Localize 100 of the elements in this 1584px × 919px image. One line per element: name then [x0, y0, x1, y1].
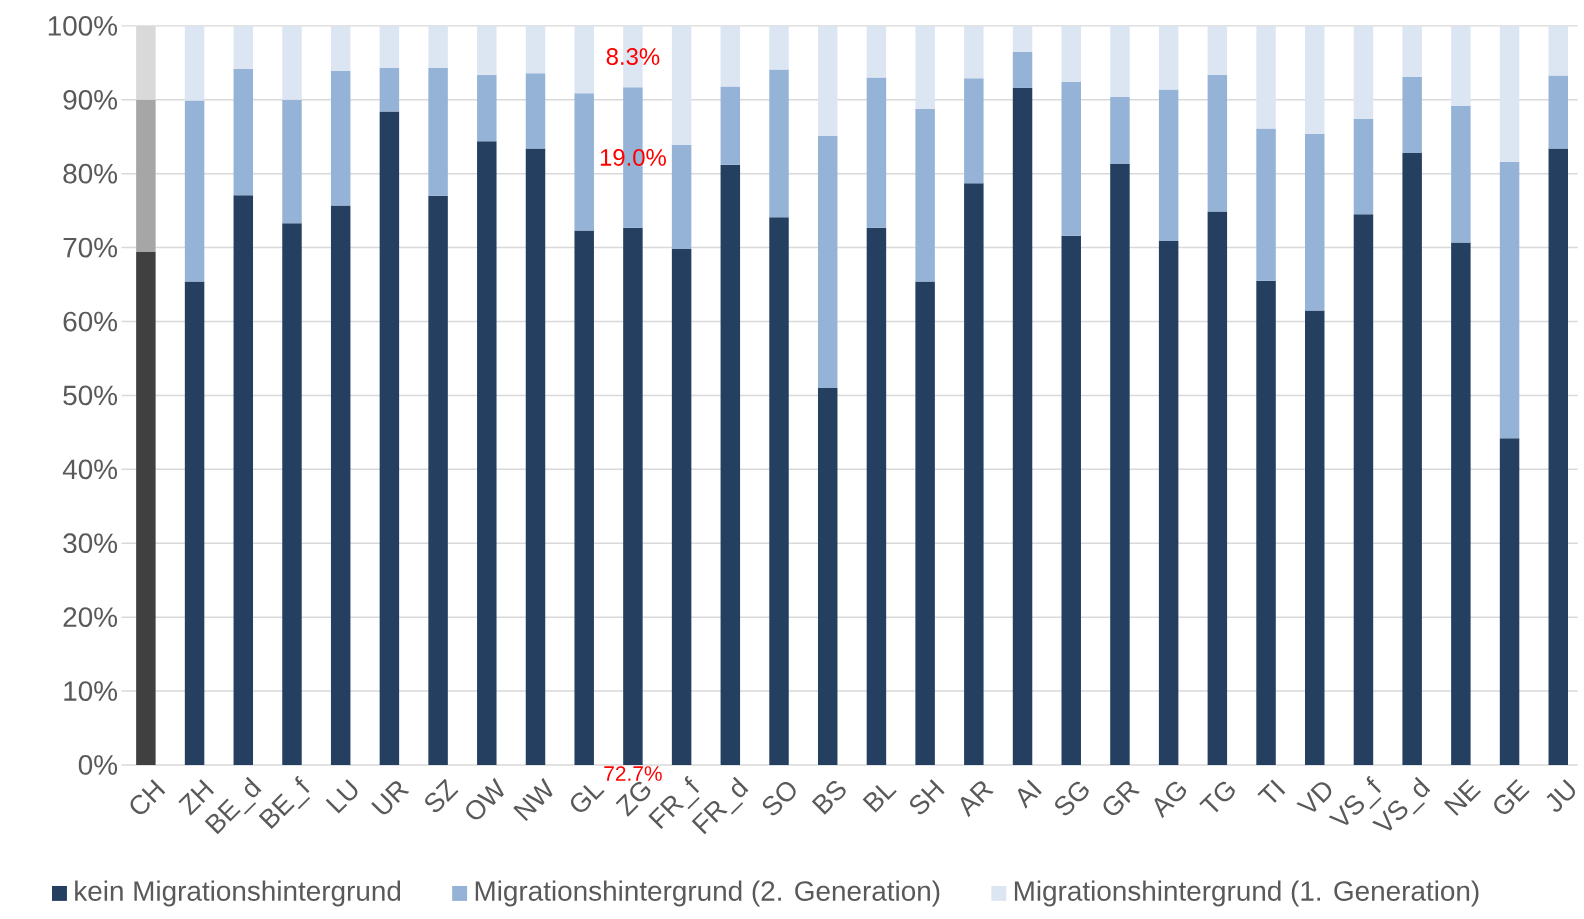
bar [1548, 148, 1569, 765]
x-tick-label: AR [960, 781, 994, 818]
x-tick-label: LU [325, 779, 358, 814]
bar [1256, 128, 1276, 281]
legend-label: Migrationshintergrund (2. Generation) [475, 880, 940, 907]
bar [866, 227, 887, 765]
bar [1110, 96, 1130, 164]
bar [964, 78, 984, 184]
bar [233, 194, 254, 765]
y-tick-label: 20% [63, 607, 118, 627]
x-tick-label: SG [1055, 781, 1089, 816]
bar [720, 164, 741, 765]
data-label: 8.3% [606, 47, 660, 65]
bar [330, 205, 351, 765]
bar [282, 25, 302, 100]
bar [1402, 76, 1422, 153]
y-tick-label: 90% [63, 89, 118, 110]
bar [1110, 25, 1130, 97]
bar [477, 25, 497, 75]
y-tick-label: 40% [62, 459, 118, 480]
y-tick-label: 50% [63, 385, 118, 406]
bar [574, 230, 594, 765]
bar [379, 67, 400, 112]
x-tick-label: AI [1017, 779, 1042, 809]
x-tick-label: SO [762, 781, 796, 816]
bar [525, 148, 546, 765]
bar [233, 68, 254, 195]
x-tick-label: BL [862, 784, 897, 813]
legend-label: Migrationshintergrund (1. Generation) [1014, 880, 1479, 907]
bar [1012, 25, 1033, 52]
bar [671, 25, 692, 145]
bar [1207, 211, 1228, 765]
bar [915, 281, 935, 765]
bar [1499, 25, 1520, 162]
bar [330, 25, 351, 71]
bar [1451, 25, 1471, 106]
bar [1061, 235, 1081, 765]
y-tick-label: 0% [78, 754, 118, 775]
bar [1158, 89, 1179, 241]
bar [428, 195, 448, 765]
bar [1061, 25, 1081, 82]
bar [769, 25, 789, 70]
y-tick-label: 30% [63, 533, 118, 553]
bar [477, 141, 497, 765]
bar [1402, 25, 1422, 77]
bar [964, 25, 984, 79]
bar [136, 99, 156, 252]
bar [184, 25, 205, 101]
bar [1256, 280, 1276, 765]
bar [1548, 25, 1569, 76]
bar [136, 251, 156, 765]
y-tick-label: 100% [48, 15, 118, 36]
bar [184, 100, 205, 282]
bar [769, 69, 789, 218]
bar [574, 25, 594, 93]
y-tick-label: 70% [63, 237, 118, 258]
bar [1353, 214, 1374, 765]
bar [282, 223, 302, 765]
bar [1256, 25, 1276, 129]
x-tick-label: TI [1257, 779, 1286, 803]
data-label: 19.0% [600, 148, 666, 166]
bar [1305, 310, 1325, 765]
bar [671, 144, 692, 249]
bar [1451, 242, 1471, 765]
bar [866, 25, 887, 78]
bar [1353, 118, 1374, 215]
bar [1451, 105, 1471, 243]
bar [1061, 81, 1081, 236]
x-tick-label: GE [1494, 778, 1530, 814]
x-tick-label: CH [130, 779, 166, 814]
bar [1548, 75, 1569, 149]
x-tick-label: NE [1443, 778, 1481, 816]
bar [428, 25, 448, 68]
bar [1158, 25, 1179, 90]
x-tick-label: UR [371, 781, 410, 815]
x-tick-label: GL [570, 784, 605, 812]
x-tick-label: TG [1199, 781, 1235, 813]
bar [1305, 25, 1325, 134]
bar [1305, 133, 1325, 311]
bar [817, 387, 838, 765]
bar [671, 248, 692, 765]
bar [1207, 25, 1228, 75]
bar [964, 183, 984, 765]
bar [1012, 87, 1033, 765]
x-tick-label: BS [811, 780, 846, 815]
bar [1402, 152, 1422, 765]
x-tick-label: AG [1154, 781, 1187, 819]
bar [330, 70, 351, 206]
bar [525, 25, 546, 74]
bar [769, 217, 789, 765]
bar [1499, 161, 1520, 439]
x-tick-label: NW [513, 777, 553, 821]
y-tick-label: 80% [63, 163, 118, 184]
bar [233, 25, 254, 69]
x-tick-label: OW [466, 777, 504, 820]
bar [379, 25, 400, 68]
bar [184, 281, 205, 765]
bar [1353, 25, 1374, 119]
bar [623, 227, 643, 765]
bar [574, 92, 594, 231]
